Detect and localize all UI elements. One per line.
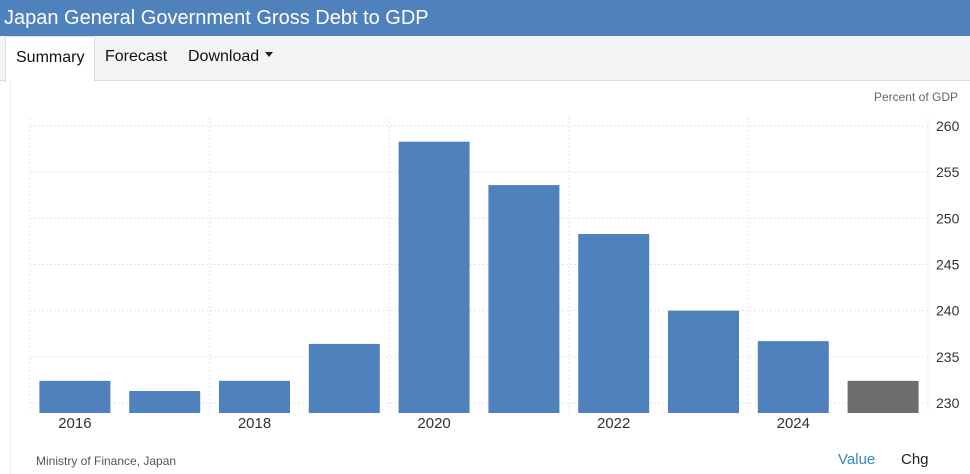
caret-down-icon xyxy=(265,52,274,58)
x-tick-label: 2016 xyxy=(58,415,91,432)
bar-2022 xyxy=(578,234,650,413)
x-tick-label: 2018 xyxy=(238,415,271,432)
bar-2024 xyxy=(757,341,829,413)
content-panel xyxy=(10,81,970,474)
value-button[interactable]: Value xyxy=(838,451,876,468)
unit-label: Percent of GDP xyxy=(873,90,958,104)
y-axis-ticks: 260 255 250 245 240 235 230 xyxy=(936,118,960,411)
tab-summary[interactable]: Summary xyxy=(5,36,96,82)
tab-forecast[interactable]: Forecast xyxy=(105,48,168,65)
y-tick-label: 250 xyxy=(936,210,960,226)
x-axis-ticks: 2016 2018 2020 2022 2024 xyxy=(58,415,810,432)
x-tick-label: 2020 xyxy=(417,415,450,432)
source-label: Ministry of Finance, Japan xyxy=(36,454,177,468)
x-tick-label: 2024 xyxy=(777,415,810,432)
bar-2020 xyxy=(398,141,470,414)
bar-2021 xyxy=(488,185,560,413)
tab-bar: Summary Forecast Download xyxy=(0,36,970,82)
bar-forecast-2025 xyxy=(847,380,919,413)
y-tick-label: 255 xyxy=(936,164,960,180)
bar-2017 xyxy=(129,390,201,413)
bar-2023 xyxy=(668,310,739,413)
y-tick-label: 260 xyxy=(936,118,960,134)
chg-button[interactable]: Chg xyxy=(901,451,929,468)
bar-2019 xyxy=(308,343,380,413)
bars xyxy=(39,141,919,414)
chart-title: Japan General Government Gross Debt to G… xyxy=(0,0,970,36)
bar-2018 xyxy=(219,380,290,413)
y-tick-label: 230 xyxy=(936,395,960,411)
tab-download-label: Download xyxy=(188,48,260,65)
y-tick-label: 245 xyxy=(936,257,960,273)
y-tick-label: 240 xyxy=(936,303,960,319)
tab-download[interactable]: Download xyxy=(188,36,274,81)
bar-2016 xyxy=(39,380,111,413)
y-tick-label: 235 xyxy=(936,349,960,365)
x-tick-label: 2022 xyxy=(597,415,630,432)
